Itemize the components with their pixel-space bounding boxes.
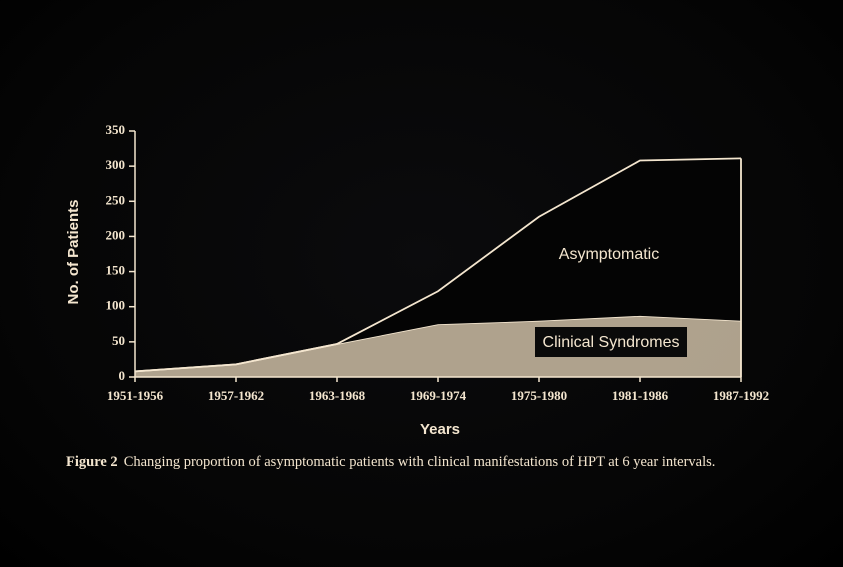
x-tick-label: 1981-1986 [612, 388, 669, 403]
caption-label: Figure 2 [66, 454, 118, 470]
y-tick-label: 350 [106, 122, 126, 137]
x-tick-label: 1969-1974 [410, 388, 467, 403]
y-tick-label: 300 [106, 157, 126, 172]
label-box [535, 327, 687, 357]
series-label: Clinical Syndromes [543, 334, 680, 351]
series-label: Asymptomatic [559, 246, 659, 263]
y-tick-label: 250 [106, 192, 126, 207]
y-axis-title: No. of Patients [65, 199, 82, 304]
caption: Figure 2 Changing proportion of asymptoma… [66, 453, 776, 472]
x-tick-label: 1987-1992 [713, 388, 769, 403]
area-outline [134, 157, 742, 373]
x-tick-label: 1963-1968 [309, 388, 366, 403]
y-tick-label: 0 [119, 368, 126, 383]
area [135, 158, 741, 372]
x-axis-title: Years [420, 421, 460, 438]
y-tick-label: 150 [106, 263, 126, 278]
caption-text: Changing proportion of asymptomatic pati… [123, 454, 716, 470]
y-tick-label: 50 [112, 333, 125, 348]
y-tick-label: 100 [106, 298, 126, 313]
y-tick-label: 200 [106, 227, 126, 242]
x-tick-label: 1957-1962 [208, 388, 264, 403]
x-tick-label: 1975-1980 [511, 388, 567, 403]
x-tick-label: 1951-1956 [107, 388, 164, 403]
